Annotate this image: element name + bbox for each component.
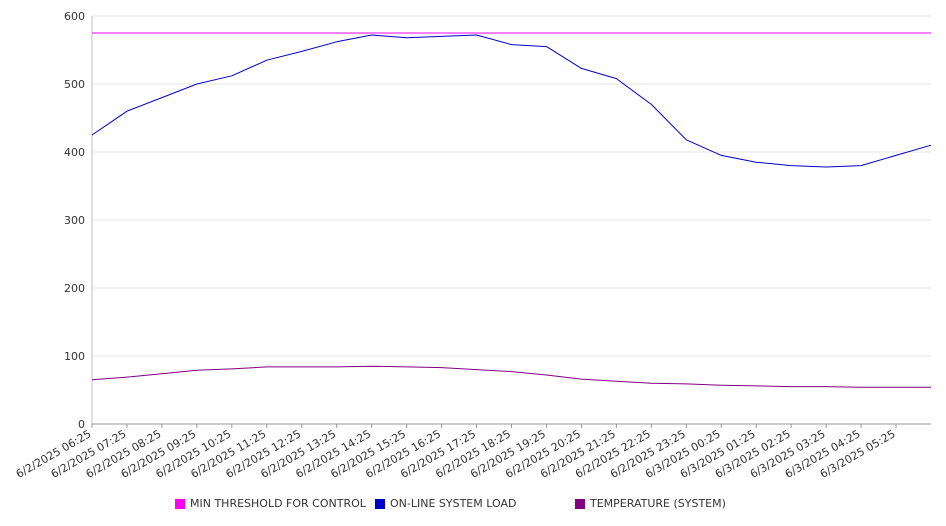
- legend-swatch-min-threshold: [175, 498, 185, 509]
- y-tick-label: 300: [64, 214, 85, 227]
- axes: [91, 16, 931, 428]
- legend-label-min-threshold: MIN THRESHOLD FOR CONTROL: [190, 497, 366, 510]
- series-line-temperature: [91, 365, 931, 388]
- y-tick-labels: 0 100 200 300 400 500 600: [64, 10, 85, 431]
- legend-swatch-system-load: [375, 498, 385, 509]
- legend-swatch-temperature: [575, 498, 585, 509]
- legend-label-temperature: TEMPERATURE (SYSTEM): [590, 497, 726, 510]
- gridlines: [92, 15, 931, 357]
- legend-item-system-load[interactable]: ON-LINE SYSTEM LOAD: [375, 497, 516, 510]
- series-line-system-load: [91, 34, 932, 168]
- legend-label-system-load: ON-LINE SYSTEM LOAD: [390, 497, 517, 510]
- y-tick-label: 400: [64, 146, 85, 159]
- legend-item-temperature[interactable]: TEMPERATURE (SYSTEM): [575, 497, 726, 510]
- x-tick-labels: 6/2/2025 06:256/2/2025 07:256/2/2025 08:…: [14, 427, 898, 481]
- y-tick-label: 600: [64, 10, 85, 23]
- y-tick-label: 100: [64, 350, 85, 363]
- legend-item-min-threshold[interactable]: MIN THRESHOLD FOR CONTROL: [175, 497, 366, 510]
- y-tick-label: 0: [78, 418, 85, 431]
- y-tick-label: 500: [64, 78, 85, 91]
- series-lines: [91, 32, 932, 388]
- line-chart: 0 100 200 300 400 500 600 6/2/2025 06:256/2/20…: [14, 10, 932, 481]
- legend: MIN THRESHOLD FOR CONTROL ON-LINE SYSTEM…: [0, 497, 946, 517]
- y-tick-label: 200: [64, 282, 85, 295]
